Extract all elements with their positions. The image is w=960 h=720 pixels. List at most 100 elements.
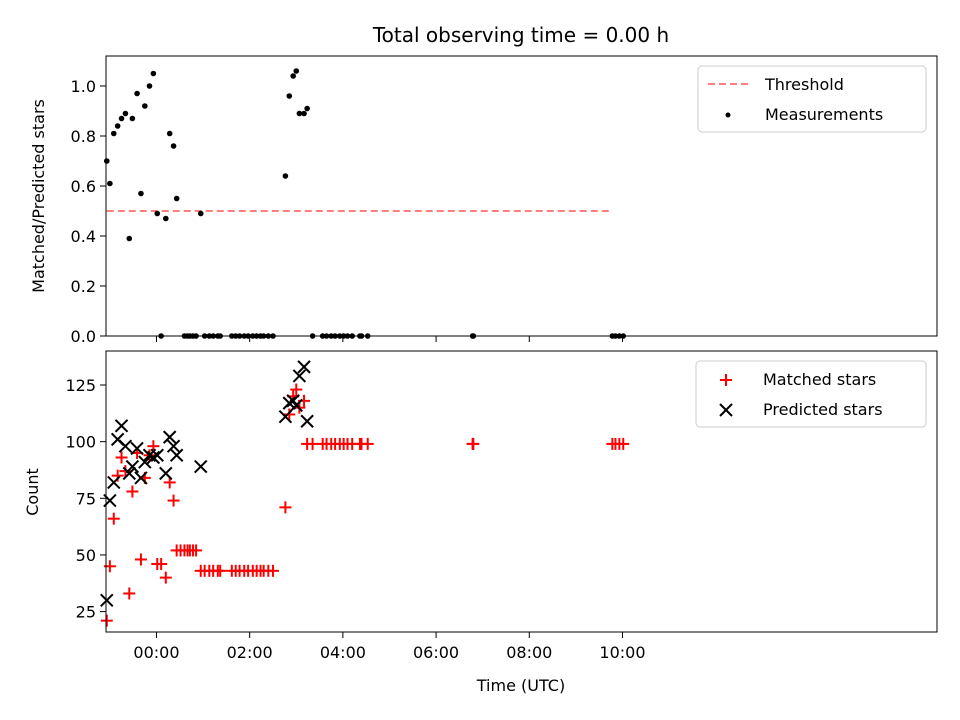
- top-y-tick-label: 0.0: [71, 327, 96, 346]
- measurement-point: [122, 110, 129, 117]
- measurement-point: [301, 110, 307, 117]
- matched-star-point: [155, 558, 168, 571]
- measurement-point: [110, 130, 117, 137]
- predicted-star-point: [150, 448, 164, 462]
- measurement-point: [166, 130, 173, 137]
- measurement-point: [107, 180, 113, 187]
- matched-star-point: [266, 564, 279, 577]
- matched-star-point: [190, 544, 203, 557]
- matched-star-point: [279, 501, 292, 514]
- top-y-tick-label: 1.0: [71, 77, 96, 96]
- predicted-star-point: [162, 430, 177, 444]
- predicted-star-point: [107, 475, 121, 490]
- x-tick-label: 02:00: [227, 643, 273, 662]
- predicted-star-point: [134, 471, 148, 485]
- matched-star-point: [115, 451, 128, 464]
- matched-star-point: [123, 587, 136, 600]
- measurement-point: [173, 195, 180, 202]
- legend-matched-label: Matched stars: [763, 370, 876, 389]
- bottom-y-tick-label: 125: [65, 376, 96, 395]
- legend-measurements-label: Measurements: [765, 105, 883, 124]
- measurement-point: [142, 103, 148, 109]
- bottom-x-axis: 00:00 02:00 04:00 06:00 08:00 10:00: [133, 632, 646, 662]
- matched-star-point: [361, 437, 374, 450]
- bottom-plot-area: [100, 360, 630, 627]
- predicted-star-point: [194, 459, 208, 474]
- predicted-star-point: [125, 459, 140, 474]
- matched-star-point: [290, 383, 303, 396]
- top-legend: Threshold Measurements: [697, 65, 927, 133]
- predicted-star-point: [169, 448, 184, 462]
- top-x-ticks: [155, 336, 623, 342]
- measurement-point: [286, 93, 293, 99]
- top-y-axis-label: Matched/Predicted stars: [29, 99, 48, 293]
- predicted-star-point: [278, 410, 293, 424]
- x-tick-label: 04:00: [320, 643, 366, 662]
- matched-star-point: [119, 465, 132, 478]
- measurement-point: [103, 158, 110, 164]
- measurement-point: [114, 123, 121, 129]
- measurement-point: [170, 143, 177, 149]
- measurement-point: [118, 115, 125, 122]
- legend-measurements-swatch: [725, 112, 731, 118]
- legend-predicted-swatch: [719, 403, 733, 417]
- predicted-star-point: [114, 419, 129, 433]
- bottom-axes-frame: [105, 350, 938, 633]
- predicted-star-point: [292, 369, 307, 383]
- measurement-point: [134, 90, 140, 97]
- matched-star-point: [126, 485, 139, 498]
- matched-star-point: [283, 408, 296, 421]
- top-y-tick-label: 0.8: [71, 127, 96, 146]
- measurement-point: [154, 210, 161, 217]
- bottom-y-tick-label: 25: [76, 603, 96, 622]
- matched-star-point: [134, 553, 147, 566]
- measurement-point: [290, 73, 296, 79]
- predicted-star-point: [146, 450, 161, 465]
- bottom-y-tick-label: 75: [76, 489, 96, 508]
- matched-star-point: [167, 494, 180, 507]
- matched-star-point: [617, 437, 630, 450]
- top-y-tick-label: 0.6: [71, 177, 96, 196]
- measurement-point: [293, 68, 300, 74]
- predicted-star-point: [297, 360, 311, 374]
- predicted-star-point: [122, 466, 137, 481]
- predicted-star-point: [289, 398, 303, 413]
- bottom-y-axis: 25 50 75 100 125: [65, 376, 106, 622]
- bottom-y-tick-label: 100: [65, 433, 96, 452]
- matched-star-point: [306, 437, 319, 450]
- chart-title: Total observing time = 0.00 h: [372, 23, 669, 47]
- measurement-point: [129, 115, 136, 122]
- x-axis-label: Time (UTC): [476, 676, 565, 695]
- x-tick-label: 06:00: [413, 643, 459, 662]
- measurement-point: [126, 235, 133, 242]
- matched-star-point: [214, 564, 227, 577]
- measurement-point: [304, 105, 310, 112]
- predicted-star-point: [166, 439, 181, 453]
- measurement-point: [282, 173, 289, 179]
- top-y-axis: 0.0 0.2 0.4 0.6 0.8 1.0: [71, 77, 106, 346]
- measurement-point: [150, 70, 157, 77]
- legend-threshold-label: Threshold: [764, 75, 844, 94]
- top-y-tick-label: 0.4: [71, 227, 96, 246]
- x-tick-label: 10:00: [599, 643, 645, 662]
- measurement-point: [163, 215, 169, 222]
- matched-star-point: [159, 571, 172, 584]
- matched-star-point: [467, 437, 480, 450]
- matched-star-point: [107, 512, 120, 525]
- predicted-star-point: [100, 593, 114, 607]
- bottom-legend-box: [695, 360, 927, 428]
- bottom-y-axis-label: Count: [23, 468, 42, 516]
- predicted-star-point: [118, 439, 133, 453]
- x-tick-label: 00:00: [133, 643, 179, 662]
- measurement-point: [197, 210, 204, 217]
- legend-matched-swatch: [720, 374, 732, 386]
- measurement-point: [146, 83, 153, 89]
- measurement-point: [296, 110, 303, 117]
- top-y-tick-label: 0.2: [71, 277, 96, 296]
- top-axes-frame: [105, 55, 938, 337]
- matched-star-point: [100, 614, 113, 627]
- bottom-panel: 25 50 75 100 125 00:00 02:00 04:00 06:00 08:00 10…: [23, 350, 938, 695]
- x-tick-label: 08:00: [506, 643, 552, 662]
- bottom-y-tick-label: 50: [76, 546, 96, 565]
- measurement-point: [138, 190, 144, 197]
